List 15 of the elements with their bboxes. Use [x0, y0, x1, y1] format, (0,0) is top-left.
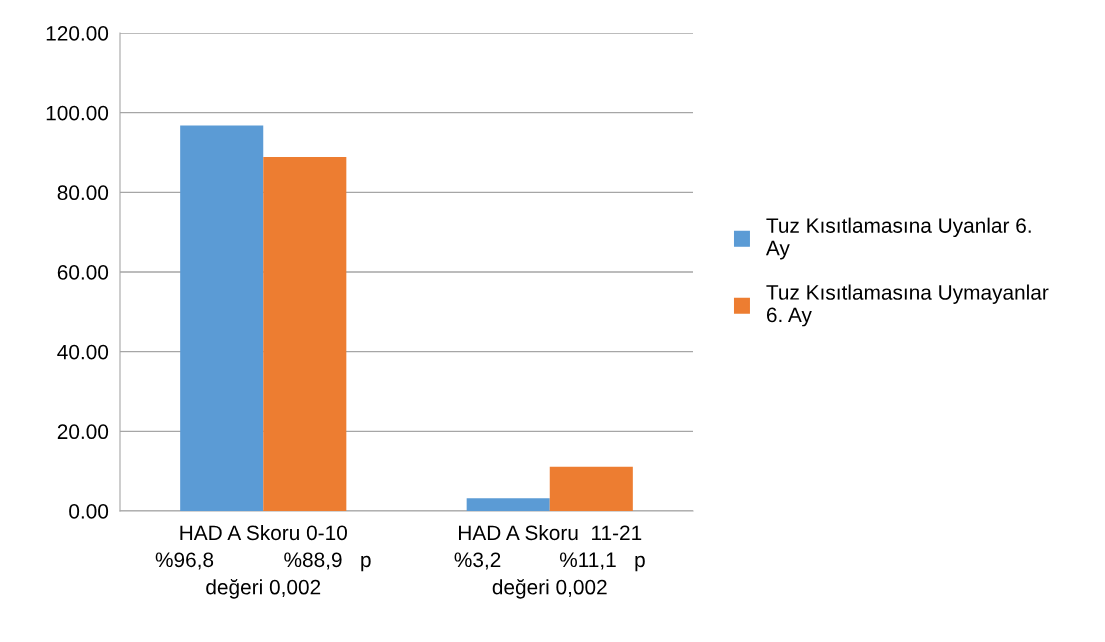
y-tick-label: 60.00	[57, 265, 109, 280]
legend-label: Tuz Kısıtlamasına Uyanlar 6. Ay	[765, 217, 1031, 260]
bar	[263, 156, 347, 511]
bar	[180, 125, 264, 511]
y-tick-label: 120.00	[46, 26, 109, 41]
x-tick-label: HAD A Skoru 11-21 %3,2 %11,1 p değeri 0,002	[454, 524, 645, 599]
y-tick-label: 100.00	[46, 105, 109, 121]
y-tick-label: 80.00	[57, 185, 109, 201]
bar	[549, 466, 633, 511]
y-tick-label: 0.00	[69, 504, 109, 519]
x-tick-label: HAD A Skoru 0-10 %96,8 %88,9 p değeri 0,002	[155, 524, 371, 599]
y-tick-label: 40.00	[57, 344, 109, 360]
y-tick-label: 20.00	[57, 424, 109, 440]
bar	[466, 498, 550, 511]
legend-label: Tuz Kısıtlamasına Uymayanlar 6. Ay	[766, 284, 1049, 327]
